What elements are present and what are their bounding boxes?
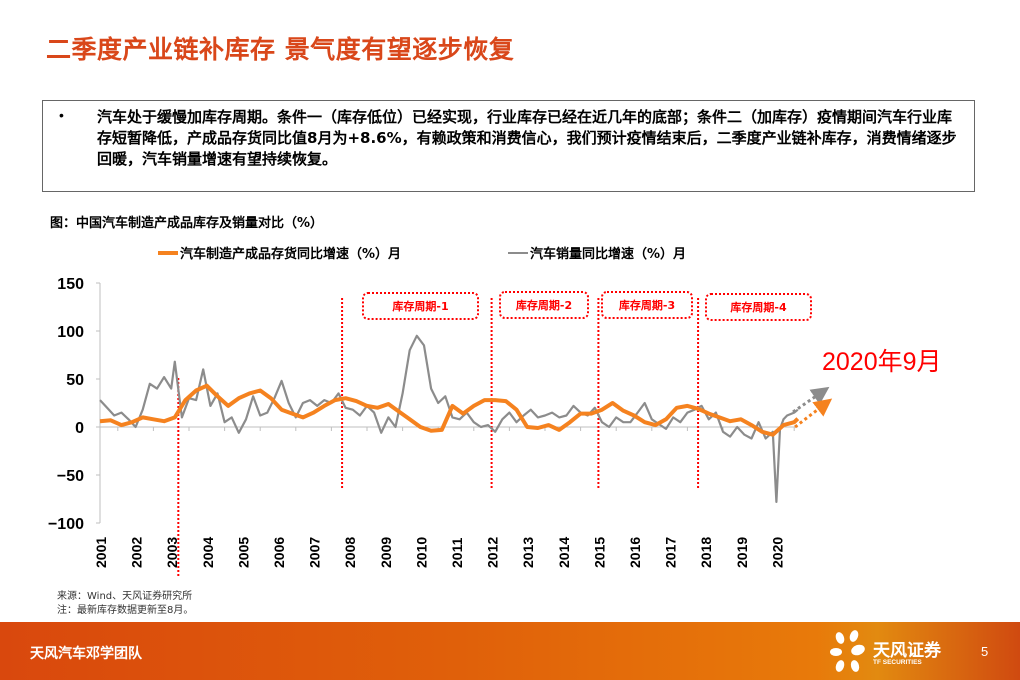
y-tick-label: 0 [75,420,84,437]
x-tick-label: 2003 [164,537,180,568]
legend-swatch-orange [158,250,178,255]
summary-box: • 汽车处于缓慢加库存周期。条件一（库存低位）已经实现，行业库存已经在近几年的底… [42,100,975,192]
cycle-markers: 库存周期-1 库存周期-2 库存周期-3 库存周期-4 [177,291,812,578]
x-tick-label: 2010 [413,537,429,568]
page-number: 5 [981,644,989,659]
y-tick-label: −100 [48,516,84,533]
chart-series [99,334,800,503]
x-tick-label: 2004 [200,537,216,568]
x-tick-label: 2012 [485,537,501,568]
cycle-box [362,292,479,320]
trend-arrows [792,386,833,429]
legend-swatch-gray [508,251,528,254]
x-tick-label: 2014 [556,537,572,568]
sales-line [99,334,799,503]
cycle-label: 库存周期-3 [619,298,675,312]
cycle-label: 库存周期-2 [516,298,572,312]
cycle-box [499,291,589,319]
cycle-label: 库存周期-4 [730,300,787,314]
x-tick-label: 2019 [734,537,750,568]
note-line: 注：最新库存数据更新至8月。 [57,605,194,616]
x-tick-label: 2002 [129,537,145,568]
summary-text: 汽车处于缓慢加库存周期。条件一（库存低位）已经实现，行业库存已经在近几年的底部；… [97,108,957,168]
annotation-label: 2020年9月 [822,348,942,376]
inventory-trend-arrow [794,398,833,429]
legend-label-sales: 汽车销量同比增速（%）月 [530,247,687,262]
x-tick-label: 2015 [591,537,607,568]
x-tick-label: 2013 [520,537,536,568]
x-tick-label: 2018 [698,537,714,568]
brand-subtitle: TF SECURITIES [873,659,922,666]
x-tick-label: 2016 [627,537,643,568]
cycle-box [601,291,693,319]
y-tick-label: −50 [57,468,84,485]
inventory-line [99,383,800,437]
x-tick-label: 2001 [93,537,109,568]
y-tick-label: 50 [66,372,84,389]
x-tick-label: 2007 [307,537,323,568]
cycle-box [705,293,812,321]
y-tick-label: 150 [57,276,84,293]
x-tick-label: 2009 [378,537,394,568]
legend-item-inventory: 汽车制造产成品存货同比增速（%）月 [158,243,401,262]
line-chart: 150 100 50 0 −50 −100 2001 2002 2003 2004 2005 2006… [48,276,833,578]
x-tick-label: 2008 [342,537,358,568]
x-tick-label: 2020 [769,537,785,568]
legend-item-sales: 汽车销量同比增速（%）月 [508,243,686,262]
x-tick-label: 2006 [271,537,287,568]
legend-label-inventory: 汽车制造产成品存货同比增速（%）月 [180,247,402,262]
source-note: 来源：Wind、天风证券研究所 注：最新库存数据更新至8月。 [57,590,193,618]
source-line: 来源：Wind、天风证券研究所 [57,591,193,602]
cycle-label: 库存周期-1 [392,299,448,313]
chart-caption: 图：中国汽车制造产成品库存及销量对比（%） [50,216,324,231]
chart-axes: 150 100 50 0 −50 −100 2001 2002 2003 2004 2005 2006… [48,276,798,568]
team-name: 天风汽车邓学团队 [30,646,142,662]
footer-bar: 天风汽车邓学团队 天风证券 TF SECURITIES 5 [0,622,1020,680]
x-tick-label: 2011 [449,537,465,568]
brand-name: 天风证券 [873,641,941,661]
tf-logo-icon [830,630,865,672]
x-tick-label: 2005 [235,537,251,568]
bullet: • [59,107,64,123]
x-tick-label: 2017 [663,537,679,568]
sales-trend-arrow [792,386,830,414]
page-title: 二季度产业链补库存 景气度有望逐步恢复 [46,35,515,64]
y-tick-label: 100 [57,324,84,341]
